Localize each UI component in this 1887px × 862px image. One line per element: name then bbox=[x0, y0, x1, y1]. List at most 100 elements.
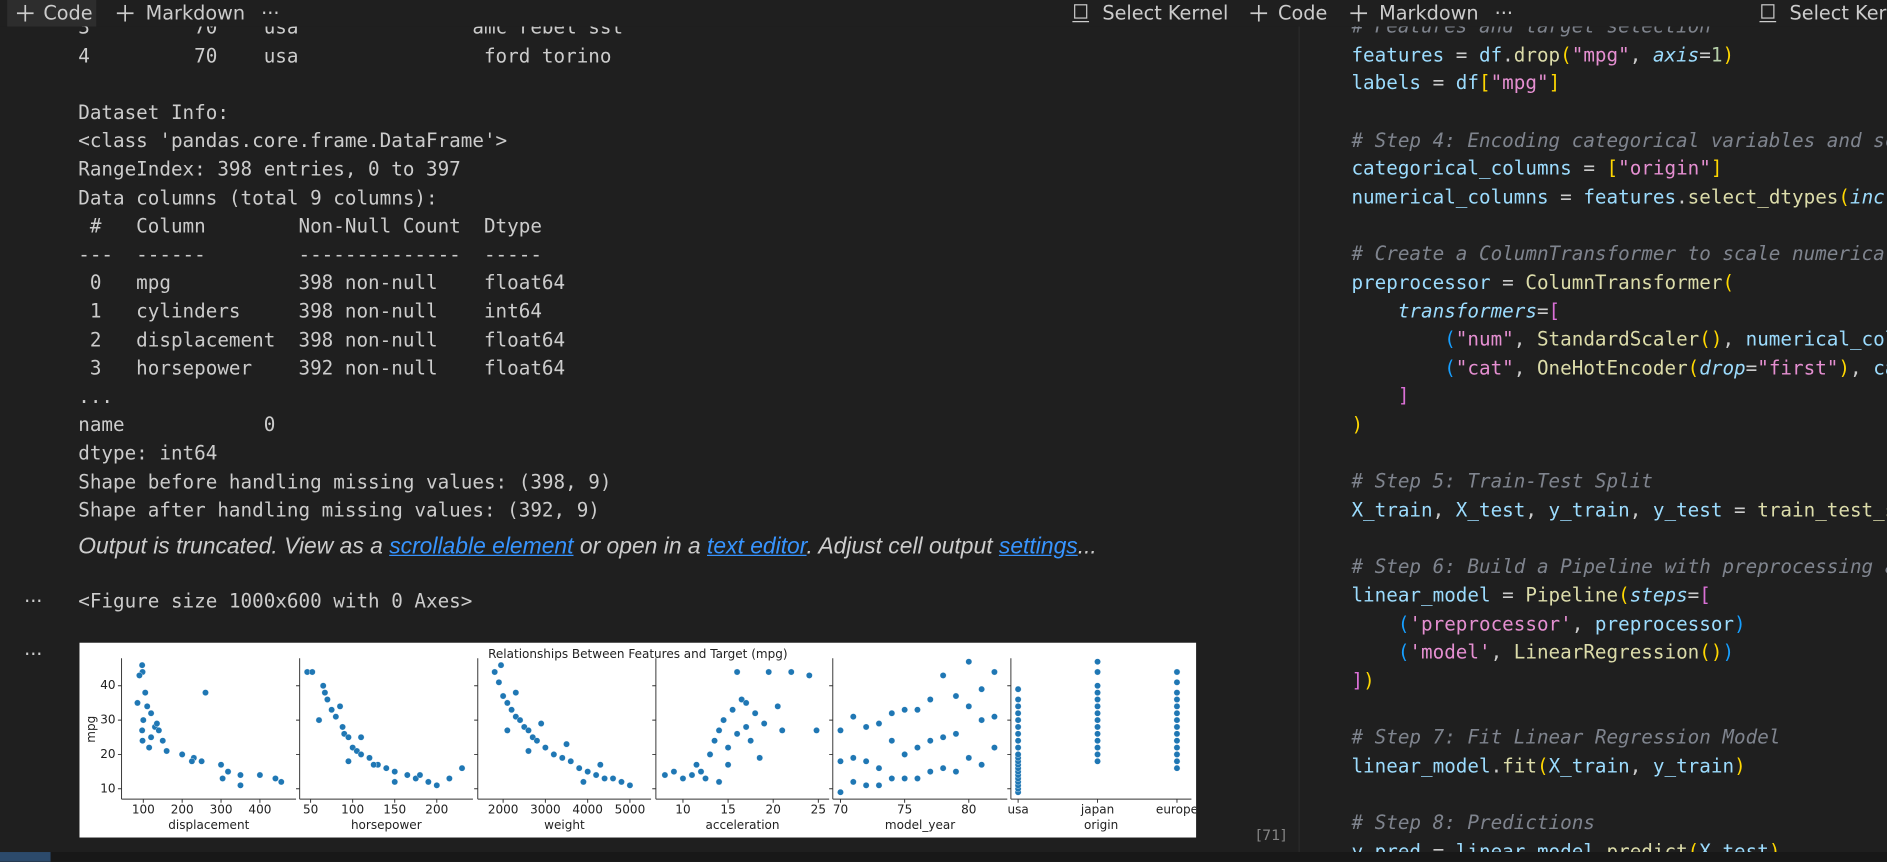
code-token: drop bbox=[1513, 42, 1561, 66]
point bbox=[370, 761, 377, 769]
code-token: ( bbox=[1687, 839, 1700, 853]
code-token bbox=[1351, 384, 1397, 407]
code-token: . bbox=[1594, 839, 1607, 853]
select-kernel-button[interactable]: Select Kernel bbox=[1789, 1, 1887, 25]
cell-more-button[interactable]: ··· bbox=[24, 642, 43, 666]
code-token: ) bbox=[1722, 42, 1735, 66]
toolbar: Code Markdown ··· Select Kernel Code Mar… bbox=[0, 0, 1887, 27]
point bbox=[914, 706, 921, 714]
code-token: , bbox=[1629, 42, 1653, 66]
point bbox=[1014, 709, 1022, 717]
code-token: [ bbox=[1699, 583, 1711, 607]
add-code-button[interactable]: Code bbox=[43, 1, 93, 25]
point bbox=[952, 730, 960, 738]
code-token: ( bbox=[1618, 583, 1630, 607]
code-line: ('preprocessor', preprocessor) bbox=[1351, 611, 1746, 637]
point bbox=[778, 727, 786, 734]
point bbox=[446, 775, 453, 782]
point bbox=[837, 788, 844, 796]
output-line: 1 cylinders 398 non-null int64 bbox=[78, 299, 566, 323]
point bbox=[751, 709, 759, 717]
status-remote bbox=[0, 852, 51, 862]
code-line: ) bbox=[1351, 412, 1363, 438]
code-token: "first" bbox=[1757, 355, 1839, 379]
select-kernel-button[interactable]: Select Kernel bbox=[1102, 1, 1229, 25]
x-axis-label: weight bbox=[544, 818, 585, 832]
point bbox=[516, 716, 524, 724]
more-button[interactable]: ··· bbox=[1494, 1, 1514, 25]
code-token: ) bbox=[1768, 839, 1781, 853]
point bbox=[580, 778, 587, 786]
code-token: ca bbox=[1873, 355, 1887, 379]
point bbox=[991, 713, 998, 720]
x-tick-label: japan bbox=[1080, 802, 1114, 816]
point bbox=[324, 696, 331, 703]
code-line: # Create a ColumnTransformer to scale nu… bbox=[1351, 241, 1887, 267]
output-line: 3 horsepower 392 non-null float64 bbox=[78, 356, 566, 380]
point bbox=[497, 661, 505, 669]
code-token: numerical_col bbox=[1745, 327, 1887, 351]
x-axis-label: origin bbox=[1084, 818, 1118, 832]
point bbox=[224, 768, 232, 775]
x-tick-label: europe bbox=[1156, 802, 1196, 816]
cell-more-button[interactable]: ··· bbox=[24, 589, 43, 613]
point bbox=[850, 713, 857, 720]
x-tick-label: 300 bbox=[210, 802, 233, 816]
point bbox=[952, 692, 960, 700]
point bbox=[345, 733, 352, 741]
point bbox=[733, 730, 741, 738]
point bbox=[1014, 716, 1022, 724]
point bbox=[715, 778, 723, 786]
point bbox=[601, 775, 608, 782]
point bbox=[965, 703, 973, 710]
code-token: ] bbox=[1397, 384, 1410, 408]
point bbox=[1094, 723, 1101, 731]
code-line: # Step 7: Fit Linear Regression Model bbox=[1351, 725, 1780, 751]
more-button[interactable]: ··· bbox=[261, 1, 280, 25]
code-token: predict bbox=[1606, 839, 1688, 853]
code-token: y_test bbox=[1652, 498, 1723, 522]
point bbox=[688, 771, 696, 779]
code-token: , bbox=[1571, 612, 1595, 635]
link[interactable]: text editor bbox=[706, 534, 807, 560]
point bbox=[952, 768, 960, 775]
point bbox=[416, 771, 424, 779]
code-token: , bbox=[1513, 327, 1537, 351]
code-line: # Step 8: Predictions bbox=[1351, 810, 1594, 836]
point bbox=[1173, 757, 1181, 765]
point bbox=[742, 699, 750, 707]
link[interactable]: settings bbox=[998, 534, 1078, 560]
code-token: () bbox=[1699, 640, 1723, 664]
code-token: ) bbox=[1838, 355, 1851, 379]
point bbox=[1173, 668, 1181, 676]
point bbox=[901, 706, 908, 714]
point bbox=[153, 720, 161, 727]
code-token: = bbox=[1421, 71, 1456, 95]
link[interactable]: scrollable element bbox=[389, 534, 574, 560]
plus-icon bbox=[1350, 4, 1368, 22]
code-line: # Step 5: Train-Test Split bbox=[1351, 469, 1652, 495]
point bbox=[609, 775, 617, 782]
code-token: steps bbox=[1629, 583, 1688, 607]
code-token: . bbox=[1490, 754, 1503, 778]
x-tick-label: 100 bbox=[341, 802, 364, 816]
add-markdown-button[interactable]: Markdown bbox=[145, 1, 246, 25]
code-token: 1 bbox=[1710, 42, 1723, 66]
point bbox=[1173, 679, 1181, 686]
output-line: <class 'pandas.core.frame.DataFrame'> bbox=[78, 129, 508, 153]
code-token: [ bbox=[1548, 299, 1561, 322]
add-code-button[interactable]: Code bbox=[1278, 1, 1328, 25]
point bbox=[328, 706, 335, 714]
point bbox=[143, 703, 151, 710]
x-axis-label: horsepower bbox=[351, 818, 422, 832]
point bbox=[693, 761, 700, 769]
point bbox=[357, 751, 365, 758]
point bbox=[542, 744, 549, 751]
add-markdown-button[interactable]: Markdown bbox=[1379, 1, 1479, 25]
output-line: RangeIndex: 398 entries, 0 to 397 bbox=[78, 157, 461, 181]
point bbox=[991, 668, 998, 676]
code-token: = bbox=[1421, 839, 1456, 853]
code-line: linear_model.fit(X_train, y_train) bbox=[1351, 753, 1745, 779]
point bbox=[382, 764, 390, 772]
